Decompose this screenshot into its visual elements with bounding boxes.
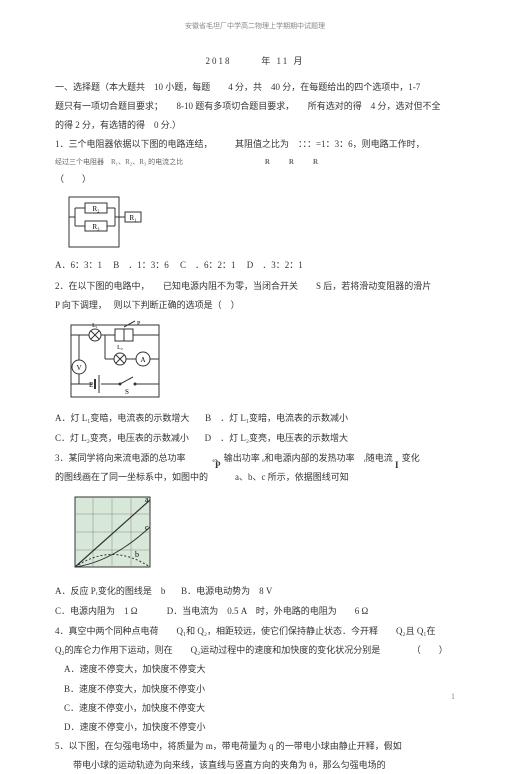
q2-figure: L₁ P L₂ A V E S [65, 319, 455, 404]
date-month: 年 11 月 [261, 56, 304, 66]
fig3-a: a [145, 495, 149, 504]
q2-optD: D ．灯 L₂变亮，电压表的示数增大 [205, 433, 348, 443]
q1-sub: 经过三个电阻器 R₁、R₂、R₃ 的电流之比 [55, 158, 183, 166]
q2-text-b: P 向下调理， 则以下判断正确的选项是（ ） [55, 297, 455, 313]
fig3-c: c [145, 523, 149, 532]
q3-optA: A．反应 Pᵣ变化的图线是 b [55, 586, 165, 596]
fig1-r2: R₂ [92, 205, 100, 213]
fig1-r1: R₁ [129, 214, 136, 222]
fig1-r3: R₃ [92, 223, 100, 231]
date-year: 2018 [206, 56, 232, 66]
q1-optB: B ．1：3：6 [113, 260, 169, 270]
q1-paren: （ ） [55, 171, 455, 187]
q2-opts-cd: C．灯 L₂变亮，电压表的示数减小 D ．灯 L₂变亮，电压表的示数增大 [55, 430, 455, 446]
date-line: 2018 年 11 月 [55, 53, 455, 69]
q3-opts-cd: C．电源内阻为 1 Ω D．当电流为 0.5 A 时，外电路的电阻为 6 Ω [55, 603, 455, 619]
q1-optA: A．6：3：1 [55, 260, 102, 270]
q1-options: A．6：3：1 B ．1：3：6 C ．6：2：1 D ．3：2：1 [55, 257, 455, 273]
fig2-l1: L₁ [92, 323, 98, 329]
q3-opts-ab: A．反应 Pᵣ变化的图线是 b B．电源电动势为 8 V [55, 583, 455, 599]
q2-text-a: 2．在以下图的电路中， 已知电源内阻不为零，当闭合开关 S 后，若将滑动变阻器的… [55, 278, 455, 294]
q3-optB: B．电源电动势为 8 V [181, 586, 272, 596]
q3-P: P [215, 457, 221, 473]
q4-optB: B．速度不停变大，加快度不停变小 [55, 681, 455, 697]
q3-optC: C．电源内阻为 1 Ω [55, 606, 137, 616]
q4-optD: D．速度不停变小，加快度不停变小 [55, 719, 455, 735]
section-intro-a: 一、选择题（本大题共 10 小题，每题 4 分，共 40 分，在每题给出的四个选… [55, 79, 455, 95]
q2-optC: C．灯 L₂变亮，电压表的示数减小 [55, 433, 189, 443]
q1-optC: C ．6：2：1 [180, 260, 236, 270]
fig2-E: E [89, 381, 93, 389]
fig2-l2: L₂ [117, 345, 123, 351]
q1-optD: D ．3：2：1 [247, 260, 303, 270]
fig2-V: V [76, 364, 81, 372]
q1-figure: R₂ R₃ R₁ [65, 193, 455, 251]
fig2-A: A [140, 356, 145, 364]
q5-text-b: 带电小球的运动轨迹为向来线，该直线与竖直方向的夹角为 θ，那么匀强电场的 [55, 757, 455, 773]
q3-optD: D．当电流为 0.5 A 时，外电路的电阻为 6 Ω [167, 606, 368, 616]
page-number: 1 [451, 690, 455, 704]
q4-text-b: Q₂的库仑力作用下运动，则在 Q₂运动过程中的速度和加快度的变化状况分别是 （ … [55, 642, 455, 658]
q5-text-a: 5．以下图，在匀强电场中，将质量为 m，带电荷量为 q 的一带电小球由静止开释，… [55, 738, 455, 754]
q1-text-b: 经过三个电阻器 R₁、R₂、R₃ 的电流之比 R R R [55, 156, 455, 169]
q3-figure: a b c [65, 492, 455, 577]
q4-text-a: 4．真空中两个同种点电荷 Q₁和 Q₂，相距较远，使它们保持静止状态．今开释 Q… [55, 623, 455, 639]
q3-I: I [395, 457, 399, 473]
section-intro-b: 题只有一项切合题目要求； 8-10 题有多项切合题目要求， 所有选对的得 4 分… [55, 98, 455, 114]
q2-optA: A．灯 L₁变暗，电流表的示数增大 [55, 413, 189, 423]
q4-optA: A．速度不停变大，加快度不停变大 [55, 661, 455, 677]
q1-text-a: 1．三个电阻器依据以下图的电路连结， 其阻值之比为 ：：：=1：3：6，则电路工… [55, 136, 455, 152]
section-intro-c: 的得 2 分，有选错的得 0 分.） [55, 117, 455, 133]
q1-rrr: R R R [265, 156, 324, 169]
doc-title: 安徽省毛坦厂中学高二物理上学期期中试题理 [55, 20, 455, 33]
fig2-S: S [125, 388, 129, 396]
q2-opts-ab: A．灯 L₁变暗，电流表的示数增大 B ．灯 L₁变暗，电流表的示数减小 [55, 410, 455, 426]
q2-optB: B ．灯 L₁变暗，电流表的示数减小 [205, 413, 348, 423]
fig3-b: b [135, 550, 139, 559]
fig2-p: P [137, 321, 141, 327]
